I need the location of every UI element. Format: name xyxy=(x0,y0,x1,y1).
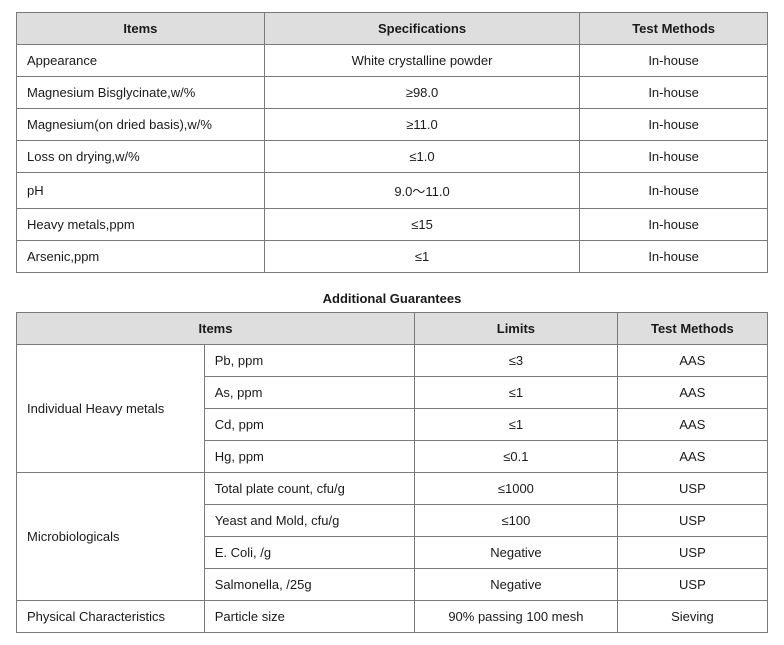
cell-spec: ≤1.0 xyxy=(264,141,579,173)
table-row: Individual Heavy metalsPb, ppm≤3AAS xyxy=(17,345,768,377)
table-row: Magnesium Bisglycinate,w/%≥98.0In-house xyxy=(17,77,768,109)
cell-item: Loss on drying,w/% xyxy=(17,141,265,173)
table-row: Arsenic,ppm≤1In-house xyxy=(17,241,768,273)
cell-limit: ≤1 xyxy=(415,409,618,441)
cell-sub-item: Total plate count, cfu/g xyxy=(204,473,414,505)
cell-method: In-house xyxy=(580,141,768,173)
cell-sub-item: E. Coli, /g xyxy=(204,537,414,569)
table-row: Loss on drying,w/%≤1.0In-house xyxy=(17,141,768,173)
cell-method: USP xyxy=(617,537,767,569)
cell-method: In-house xyxy=(580,45,768,77)
cell-method: AAS xyxy=(617,409,767,441)
table-header-row: Items Limits Test Methods xyxy=(17,313,768,345)
cell-limit: ≤100 xyxy=(415,505,618,537)
cell-spec: 9.0～11.0 xyxy=(264,173,579,209)
table-row: Magnesium(on dried basis),w/%≥11.0In-hou… xyxy=(17,109,768,141)
cell-limit: ≤1000 xyxy=(415,473,618,505)
group-label: Physical Characteristics xyxy=(17,601,205,633)
cell-limit: Negative xyxy=(415,569,618,601)
cell-method: AAS xyxy=(617,377,767,409)
group-label: Microbiologicals xyxy=(17,473,205,601)
cell-sub-item: Cd, ppm xyxy=(204,409,414,441)
cell-method: In-house xyxy=(580,109,768,141)
table-row: MicrobiologicalsTotal plate count, cfu/g… xyxy=(17,473,768,505)
header-method: Test Methods xyxy=(580,13,768,45)
cell-sub-item: Hg, ppm xyxy=(204,441,414,473)
cell-sub-item: Yeast and Mold, cfu/g xyxy=(204,505,414,537)
cell-method: USP xyxy=(617,473,767,505)
cell-limit: ≤1 xyxy=(415,377,618,409)
cell-limit: Negative xyxy=(415,537,618,569)
cell-item: pH xyxy=(17,173,265,209)
cell-method: AAS xyxy=(617,441,767,473)
cell-spec: ≤1 xyxy=(264,241,579,273)
cell-item: Heavy metals,ppm xyxy=(17,209,265,241)
cell-limit: 90% passing 100 mesh xyxy=(415,601,618,633)
table-header-row: Items Specifications Test Methods xyxy=(17,13,768,45)
cell-item: Appearance xyxy=(17,45,265,77)
cell-method: Sieving xyxy=(617,601,767,633)
additional-guarantees-title: Additional Guarantees xyxy=(16,291,768,306)
header-method: Test Methods xyxy=(617,313,767,345)
additional-guarantees-table: Items Limits Test Methods Individual Hea… xyxy=(16,312,768,633)
cell-sub-item: Pb, ppm xyxy=(204,345,414,377)
cell-limit: ≤0.1 xyxy=(415,441,618,473)
header-items: Items xyxy=(17,13,265,45)
cell-spec: ≤15 xyxy=(264,209,579,241)
specifications-table: Items Specifications Test Methods Appear… xyxy=(16,12,768,273)
cell-limit: ≤3 xyxy=(415,345,618,377)
cell-item: Magnesium Bisglycinate,w/% xyxy=(17,77,265,109)
cell-spec: White crystalline powder xyxy=(264,45,579,77)
cell-item: Arsenic,ppm xyxy=(17,241,265,273)
cell-method: In-house xyxy=(580,77,768,109)
header-spec: Specifications xyxy=(264,13,579,45)
cell-method: In-house xyxy=(580,173,768,209)
cell-spec: ≥98.0 xyxy=(264,77,579,109)
cell-method: USP xyxy=(617,569,767,601)
cell-method: In-house xyxy=(580,241,768,273)
table-row: Physical CharacteristicsParticle size90%… xyxy=(17,601,768,633)
group-label: Individual Heavy metals xyxy=(17,345,205,473)
header-items: Items xyxy=(17,313,415,345)
cell-spec: ≥11.0 xyxy=(264,109,579,141)
table-row: pH9.0～11.0In-house xyxy=(17,173,768,209)
table-row: Heavy metals,ppm≤15In-house xyxy=(17,209,768,241)
cell-sub-item: Salmonella, /25g xyxy=(204,569,414,601)
cell-sub-item: Particle size xyxy=(204,601,414,633)
cell-sub-item: As, ppm xyxy=(204,377,414,409)
cell-method: USP xyxy=(617,505,767,537)
table-row: AppearanceWhite crystalline powderIn-hou… xyxy=(17,45,768,77)
cell-item: Magnesium(on dried basis),w/% xyxy=(17,109,265,141)
cell-method: In-house xyxy=(580,209,768,241)
header-limits: Limits xyxy=(415,313,618,345)
cell-method: AAS xyxy=(617,345,767,377)
